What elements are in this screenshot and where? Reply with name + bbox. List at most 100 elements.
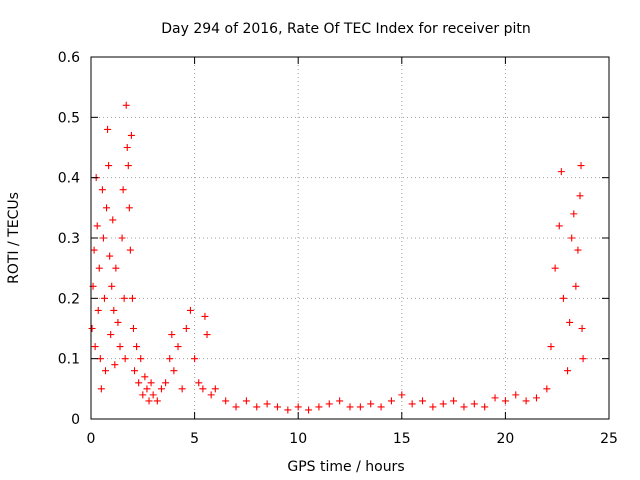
- data-point: [242, 397, 250, 405]
- data-point: [137, 355, 145, 363]
- data-point: [460, 403, 468, 411]
- data-point: [199, 385, 207, 393]
- data-point: [127, 131, 135, 139]
- data-point: [107, 331, 115, 339]
- data-point: [429, 403, 437, 411]
- y-tick-label: 0.4: [58, 171, 80, 187]
- data-point: [547, 343, 555, 351]
- data-point: [501, 397, 509, 405]
- data-point: [125, 204, 133, 212]
- data-point: [566, 318, 574, 326]
- data-point: [157, 385, 165, 393]
- data-point: [98, 186, 106, 194]
- data-point: [568, 234, 576, 242]
- data-point: [555, 222, 563, 230]
- data-point: [168, 331, 176, 339]
- data-point: [578, 325, 586, 332]
- data-point: [102, 367, 110, 375]
- data-point: [124, 162, 132, 170]
- x-tick-label: 5: [190, 431, 199, 447]
- data-point: [305, 406, 313, 414]
- data-point: [574, 246, 582, 254]
- data-point: [572, 282, 580, 290]
- data-point: [133, 343, 141, 351]
- data-point: [141, 373, 149, 381]
- data-point: [104, 125, 112, 133]
- data-point: [174, 343, 182, 351]
- x-tick-label: 20: [496, 431, 514, 447]
- data-point: [186, 306, 194, 314]
- data-point: [114, 318, 122, 326]
- x-axis-label: GPS time / hours: [287, 459, 404, 475]
- data-point: [532, 394, 540, 402]
- data-point: [90, 246, 98, 254]
- data-point: [129, 325, 137, 332]
- data-point: [166, 355, 174, 363]
- y-tick-label: 0: [71, 412, 80, 428]
- data-point: [105, 162, 113, 170]
- data-point: [557, 168, 565, 176]
- data-point: [97, 385, 105, 393]
- data-point: [325, 400, 333, 408]
- data-point: [191, 355, 199, 363]
- data-point: [577, 162, 585, 170]
- data-point: [579, 355, 587, 363]
- data-point: [356, 403, 364, 411]
- data-point: [110, 306, 118, 314]
- y-tick-label: 0.2: [58, 291, 80, 307]
- data-point: [576, 192, 584, 200]
- data-point: [170, 367, 178, 375]
- data-point: [564, 367, 572, 375]
- data-point: [108, 282, 116, 290]
- data-point: [147, 379, 155, 387]
- data-point: [135, 379, 143, 387]
- x-tick-label: 15: [393, 431, 411, 447]
- data-point: [232, 403, 240, 411]
- data-point: [408, 400, 416, 408]
- data-point: [111, 361, 119, 369]
- data-point: [120, 294, 128, 302]
- data-point: [112, 264, 120, 272]
- data-point: [103, 204, 111, 212]
- data-point: [387, 397, 395, 405]
- axis-ticks: 0 5 10 15 20 25 0 0.1 0.2 0.3 0.4 0.5 0.6: [58, 50, 618, 447]
- data-point: [512, 391, 520, 399]
- data-point: [145, 397, 153, 405]
- data-point: [119, 186, 127, 194]
- data-point: [100, 294, 108, 302]
- data-point: [126, 246, 134, 254]
- data-point: [118, 234, 126, 242]
- data-point: [559, 294, 567, 302]
- y-tick-label: 0.3: [58, 231, 80, 247]
- data-point: [99, 234, 107, 242]
- data-point: [131, 367, 139, 375]
- data-point: [222, 397, 230, 405]
- grid: [91, 57, 609, 419]
- data-point: [128, 294, 136, 302]
- data-point: [439, 400, 447, 408]
- data-point: [195, 379, 203, 387]
- data-point: [153, 397, 161, 405]
- data-point: [367, 400, 375, 408]
- y-axis-label: ROTI / TECUs: [6, 192, 22, 284]
- data-point: [450, 397, 458, 405]
- data-point: [121, 355, 129, 363]
- data-point: [481, 403, 489, 411]
- data-point: [109, 216, 117, 224]
- chart-title: Day 294 of 2016, Rate Of TEC Index for r…: [161, 21, 531, 37]
- data-point: [294, 403, 302, 411]
- data-points: [88, 101, 587, 414]
- data-point: [93, 222, 101, 230]
- data-point: [122, 101, 130, 109]
- data-point: [263, 400, 271, 408]
- data-point: [149, 391, 157, 399]
- data-point: [336, 397, 344, 405]
- data-point: [522, 397, 530, 405]
- data-point: [139, 391, 147, 399]
- y-tick-label: 0.1: [58, 352, 80, 368]
- data-point: [315, 403, 323, 411]
- data-point: [91, 343, 99, 351]
- data-point: [203, 331, 211, 339]
- data-point: [95, 264, 103, 272]
